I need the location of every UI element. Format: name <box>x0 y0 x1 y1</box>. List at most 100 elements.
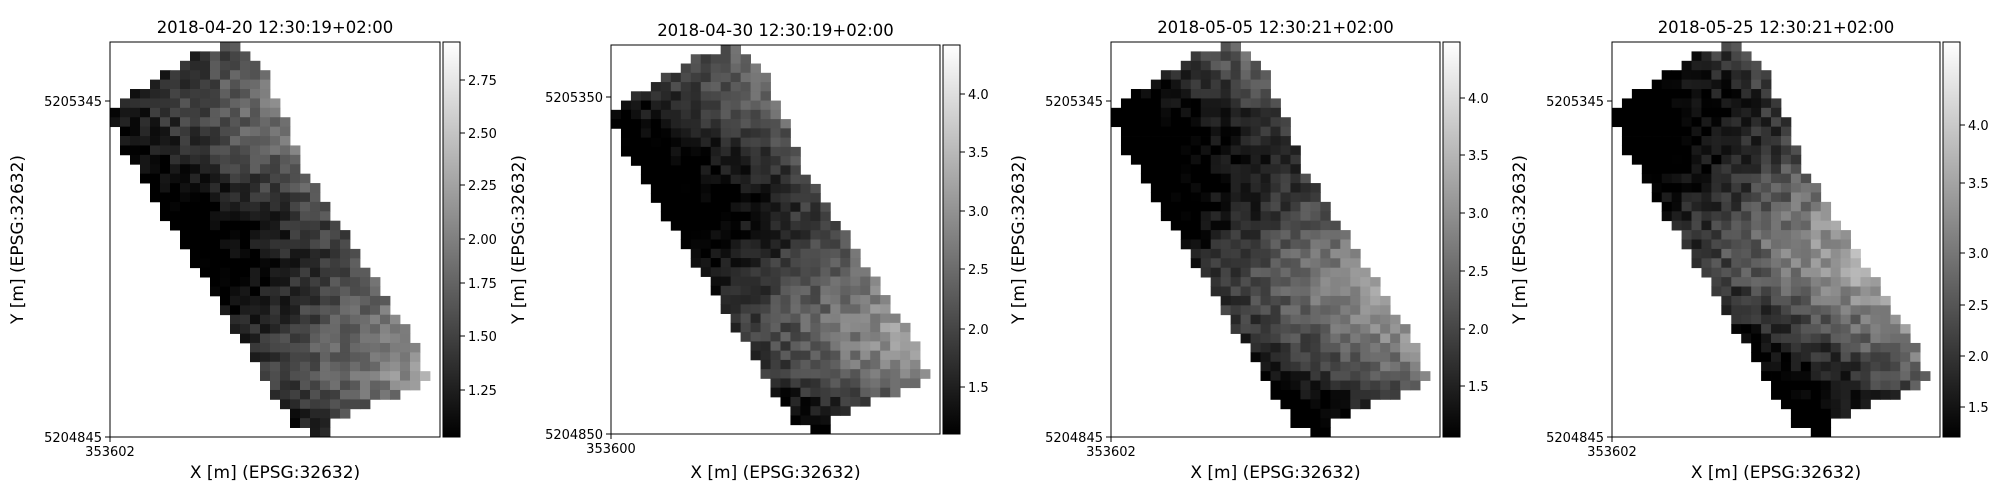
heatmap-cell <box>1780 211 1792 222</box>
heatmap-cell <box>810 350 821 361</box>
heatmap-cell <box>1701 211 1712 222</box>
heatmap-cell <box>1160 107 1172 118</box>
heatmap-cell <box>1280 230 1291 240</box>
heatmap-cell <box>1180 211 1192 222</box>
heatmap-cell <box>300 230 311 240</box>
heatmap-cell <box>910 350 921 361</box>
heatmap-cell <box>190 117 201 128</box>
heatmap-cell <box>1780 126 1792 137</box>
heatmap-cell <box>1210 211 1222 222</box>
heatmap-cell <box>680 137 692 148</box>
heatmap-cell <box>250 248 261 259</box>
heatmap-cell <box>810 193 821 203</box>
colorbar-tick-label: 2.0 <box>968 323 989 338</box>
heatmap-cell <box>170 220 181 231</box>
heatmap-cell <box>1681 107 1692 118</box>
heatmap-cell <box>230 277 241 287</box>
heatmap-cell <box>720 276 732 287</box>
heatmap-cell <box>1711 239 1722 250</box>
heatmap-cell <box>730 220 742 231</box>
heatmap-cell <box>1200 267 1212 278</box>
heatmap-cell <box>630 119 642 129</box>
heatmap-cell <box>1800 305 1812 316</box>
heatmap-cell <box>1220 248 1232 259</box>
heatmap-cell <box>830 295 841 305</box>
heatmap-cell <box>1850 277 1861 287</box>
heatmap-cell <box>400 324 411 334</box>
heatmap-cell <box>1200 98 1212 109</box>
heatmap-cell <box>760 332 771 342</box>
heatmap-cell <box>890 369 901 379</box>
heatmap-cell <box>1681 98 1692 109</box>
heatmap-cell <box>1250 183 1261 193</box>
heatmap-cell <box>320 211 331 222</box>
heatmap-cell <box>690 63 702 74</box>
heatmap-cell <box>360 333 371 344</box>
heatmap-cell <box>1260 239 1271 250</box>
heatmap-cell <box>1761 230 1772 240</box>
heatmap-cell <box>370 295 381 306</box>
heatmap-cell <box>200 117 211 128</box>
heatmap-cell <box>1290 314 1301 325</box>
heatmap-cell <box>820 350 831 361</box>
heatmap-cell <box>300 418 311 428</box>
heatmap-cell <box>1761 154 1772 165</box>
heatmap-cell <box>210 136 221 146</box>
heatmap-cell <box>310 418 321 428</box>
heatmap-cell <box>1691 60 1702 71</box>
heatmap-cell <box>1850 361 1861 372</box>
heatmap-cell <box>1761 79 1772 90</box>
heatmap-cell <box>260 220 271 231</box>
heatmap-cell <box>310 427 321 438</box>
heatmap-cell <box>630 100 642 111</box>
heatmap-cell <box>1800 408 1812 419</box>
heatmap-cell <box>310 230 321 240</box>
heatmap-cell <box>710 54 722 64</box>
heatmap-cell <box>1111 107 1122 118</box>
heatmap-cell <box>190 79 201 90</box>
heatmap-cell <box>1340 230 1351 240</box>
heatmap-cell <box>1780 154 1792 165</box>
heatmap-cell <box>1751 126 1762 137</box>
heatmap-cell <box>630 128 642 139</box>
heatmap-cell <box>1390 380 1401 391</box>
heatmap-cell <box>670 100 682 111</box>
heatmap-cell <box>1771 314 1782 325</box>
heatmap-cell <box>1200 192 1212 203</box>
heatmap-cell <box>300 352 311 363</box>
heatmap-cell <box>810 267 821 277</box>
heatmap-cell <box>720 248 732 259</box>
heatmap-cell <box>340 248 351 259</box>
heatmap-cell <box>370 333 381 344</box>
colorbar-tick-label: 4.0 <box>1968 119 1989 134</box>
heatmap-cell <box>260 239 271 250</box>
heatmap-cell <box>1290 173 1301 184</box>
y-tick-label: 5205345 <box>1045 95 1103 110</box>
heatmap-cell <box>650 137 662 148</box>
heatmap-cell <box>1870 286 1881 297</box>
heatmap-cell <box>630 91 642 101</box>
panel-title: 2018-04-30 12:30:19+02:00 <box>657 21 894 40</box>
heatmap-cell <box>1290 286 1301 297</box>
heatmap-cell <box>160 70 171 81</box>
heatmap-cell <box>1800 277 1812 287</box>
heatmap-cell <box>710 137 722 148</box>
heatmap-cell <box>1711 145 1722 156</box>
heatmap-cell <box>1711 173 1722 184</box>
heatmap-cell <box>690 239 702 250</box>
heatmap-cell <box>1820 380 1832 391</box>
heatmap-cell <box>1280 117 1291 128</box>
heatmap-cell <box>1880 333 1891 344</box>
heatmap-cell <box>1701 239 1712 250</box>
heatmap-cell <box>320 267 331 278</box>
heatmap-cell <box>1721 117 1732 128</box>
heatmap-cell <box>240 51 251 62</box>
heatmap-cell <box>1200 211 1212 222</box>
heatmap-cell <box>1661 117 1673 128</box>
heatmap-cell <box>320 220 331 231</box>
heatmap-cell <box>1280 192 1291 203</box>
heatmap-cell <box>820 313 831 324</box>
heatmap-cell <box>380 371 391 381</box>
heatmap-cell <box>290 399 301 410</box>
heatmap-cell <box>640 100 652 111</box>
